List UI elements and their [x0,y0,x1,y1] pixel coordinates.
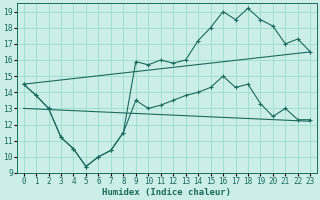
X-axis label: Humidex (Indice chaleur): Humidex (Indice chaleur) [102,188,231,197]
